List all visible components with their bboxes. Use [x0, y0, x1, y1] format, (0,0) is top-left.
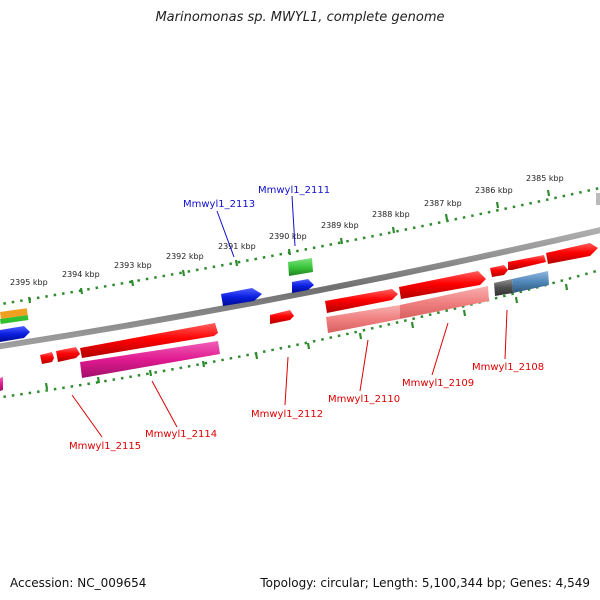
gene-2110-lower[interactable] [326, 305, 400, 333]
gene-label-2109: Mmwyl1_2109 [402, 378, 474, 389]
ruler-label: 2391 kbp [218, 242, 256, 251]
gene-2114-lower[interactable] [80, 341, 220, 378]
gene-2109-upper[interactable] [399, 271, 486, 299]
gene-2112-upper[interactable] [270, 310, 294, 324]
gene-green-2111[interactable] [288, 258, 313, 276]
genome-summary-text: Topology: circular; Length: 5,100,344 bp… [260, 576, 590, 590]
gene-magenta-left[interactable] [0, 377, 3, 391]
gene-label-2112: Mmwyl1_2112 [251, 409, 323, 420]
gene-orange-left[interactable] [0, 308, 28, 319]
page-title: Marinomonas sp. MWYL1, complete genome [155, 10, 445, 25]
gene-2114-upper[interactable] [80, 323, 218, 358]
ruler-label: 2385 kbp [526, 174, 564, 183]
gene-2107-upper[interactable] [546, 243, 598, 264]
gene-label-2110: Mmwyl1_2110 [328, 394, 400, 405]
ruler-label: 2392 kbp [166, 252, 204, 261]
gene-2115-upper[interactable] [56, 347, 80, 362]
genome-backbone [0, 227, 600, 350]
gene-label-2108: Mmwyl1_2108 [472, 362, 544, 373]
gene-2108-gray-lower[interactable] [494, 279, 513, 296]
ruler-label: 2394 kbp [62, 270, 100, 279]
gene-gray-right[interactable] [596, 193, 600, 205]
ruler-label: 2393 kbp [114, 261, 152, 270]
gene-2108-upper[interactable] [508, 255, 546, 270]
ruler-label: 2386 kbp [475, 186, 513, 195]
ruler-inner-ticks [44, 283, 569, 390]
gene-small-upper[interactable] [490, 265, 508, 277]
ruler-label: 2388 kbp [372, 210, 410, 219]
ruler-label: 2390 kbp [269, 232, 307, 241]
ruler-outer-ticks [27, 189, 551, 304]
genes-lower [0, 271, 549, 391]
gene-small2-upper[interactable] [40, 352, 54, 364]
gene-2109-lower[interactable] [400, 286, 489, 319]
accession-text: Accession: NC_009654 [10, 576, 147, 590]
gene-blue-2111[interactable] [292, 279, 314, 293]
gene-label-2114: Mmwyl1_2114 [145, 429, 217, 440]
gene-2108-steel-lower[interactable] [512, 271, 549, 293]
gene-2110-upper[interactable] [325, 289, 398, 313]
ruler-inner-line [0, 268, 600, 399]
gene-label-2111: Mmwyl1_2111 [258, 185, 330, 196]
gene-blue-left[interactable] [0, 326, 30, 342]
ruler-label: 2395 kbp [10, 278, 48, 287]
ruler-label: 2387 kbp [424, 199, 462, 208]
gene-blue-2113[interactable] [221, 288, 262, 306]
gene-label-2115: Mmwyl1_2115 [69, 441, 141, 452]
gene-label-2113: Mmwyl1_2113 [183, 199, 255, 210]
ruler-outer-line [0, 186, 600, 306]
label-leaders [71, 195, 508, 438]
ruler-label: 2389 kbp [321, 221, 359, 230]
gene-green-left[interactable] [0, 315, 29, 324]
genes-upper [0, 193, 600, 364]
